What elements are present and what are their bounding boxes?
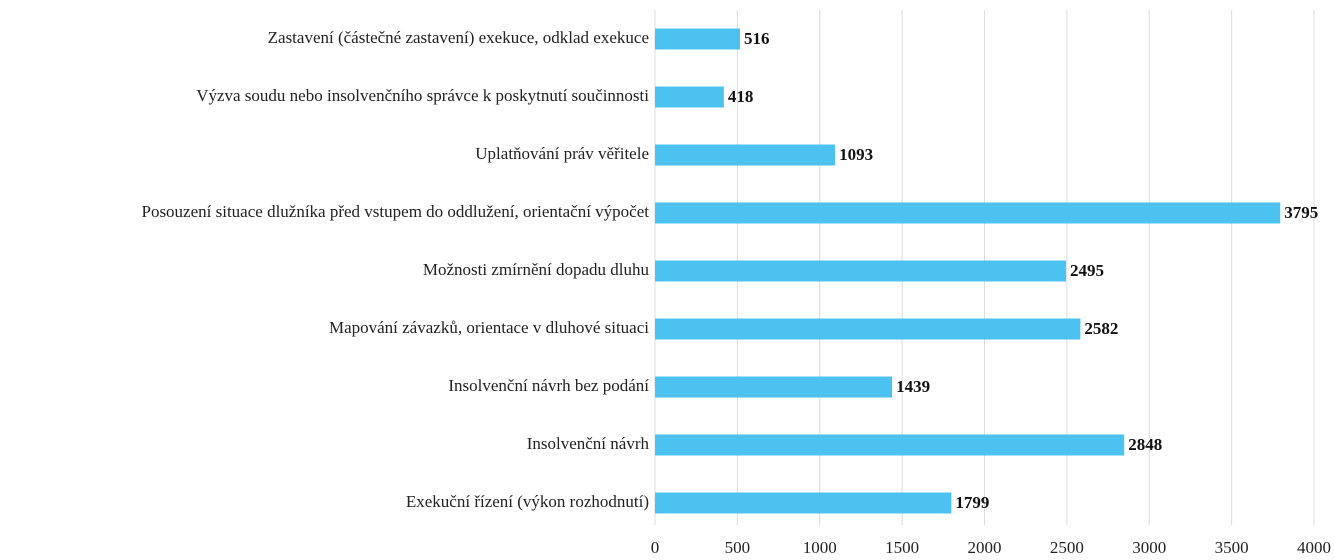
y-tick-label: Insolvenční návrh: [527, 434, 650, 453]
bar: [655, 376, 893, 398]
y-tick-label: Uplatňování práv věřitele: [475, 144, 649, 163]
x-tick-label: 3500: [1215, 538, 1249, 557]
data-label: 2495: [1070, 261, 1104, 280]
x-tick-label: 0: [651, 538, 660, 557]
bar: [655, 260, 1067, 282]
y-tick-label: Exekuční řízení (výkon rozhodnutí): [406, 492, 649, 511]
data-label: 2582: [1084, 319, 1118, 338]
y-tick-label: Mapování závazků, orientace v dluhové si…: [329, 318, 649, 337]
bar: [655, 144, 836, 166]
bar: [655, 28, 741, 50]
x-tick-label: 2500: [1050, 538, 1084, 557]
bar: [655, 492, 952, 514]
y-tick-label: Možnosti zmírnění dopadu dluhu: [423, 260, 650, 279]
y-tick-label: Výzva soudu nebo insolvenčního správce k…: [196, 86, 649, 105]
x-tick-label: 4000: [1297, 538, 1331, 557]
data-label: 2848: [1128, 435, 1162, 454]
y-tick-label: Posouzení situace dlužníka před vstupem …: [141, 202, 649, 221]
y-tick-label: Zastavení (částečné zastavení) exekuce, …: [268, 28, 649, 47]
data-label: 3795: [1284, 203, 1318, 222]
data-label: 1799: [955, 493, 989, 512]
data-label: 418: [728, 87, 754, 106]
x-tick-label: 3000: [1132, 538, 1166, 557]
data-label: 516: [744, 29, 770, 48]
bar: [655, 434, 1125, 456]
x-tick-label: 1000: [803, 538, 837, 557]
data-label: 1439: [896, 377, 930, 396]
bar: [655, 318, 1081, 340]
x-tick-label: 2000: [968, 538, 1002, 557]
bar: [655, 86, 724, 108]
bar: [655, 202, 1281, 224]
x-tick-label: 1500: [885, 538, 919, 557]
x-tick-label: 500: [725, 538, 751, 557]
y-tick-label: Insolvenční návrh bez podání: [448, 376, 649, 395]
data-label: 1093: [839, 145, 873, 164]
